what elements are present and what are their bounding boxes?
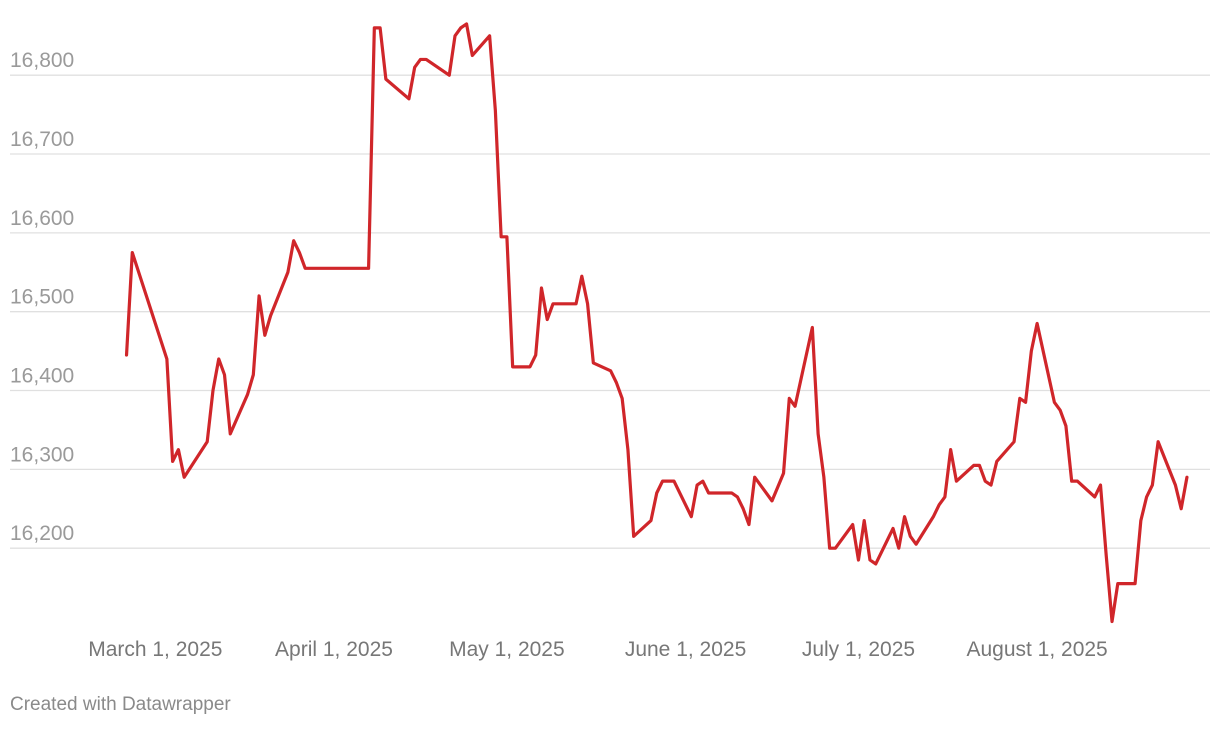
y-axis-tick-labels: 16,200 16,300 16,400 16,500 16,600 16,700 16,8…	[10, 49, 74, 545]
y-tick-label: 16,400	[10, 365, 74, 388]
series-group	[124, 22, 1189, 624]
y-tick-label: 16,200	[10, 522, 74, 545]
series-line	[124, 22, 1189, 624]
x-tick-label: March 1, 2025	[88, 638, 222, 661]
x-tick-label: June 1, 2025	[625, 638, 746, 661]
y-tick-label: 16,300	[10, 443, 74, 466]
credit-text: Created with Datawrapper	[10, 694, 231, 715]
x-tick-label: May 1, 2025	[449, 638, 565, 661]
y-tick-label: 16,600	[10, 207, 74, 230]
gridlines	[10, 74, 1210, 549]
x-tick-label: July 1, 2025	[802, 638, 915, 661]
x-tick-label: August 1, 2025	[966, 638, 1107, 661]
y-tick-label: 16,700	[10, 128, 74, 151]
line-chart: 16,200 16,300 16,400 16,500 16,600 16,700 16,8…	[10, 22, 1210, 661]
y-tick-label: 16,500	[10, 286, 74, 309]
x-axis-tick-labels: March 1, 2025 April 1, 2025 May 1, 2025 Jun…	[88, 638, 1108, 661]
x-tick-label: April 1, 2025	[275, 638, 393, 661]
y-tick-label: 16,800	[10, 49, 74, 72]
